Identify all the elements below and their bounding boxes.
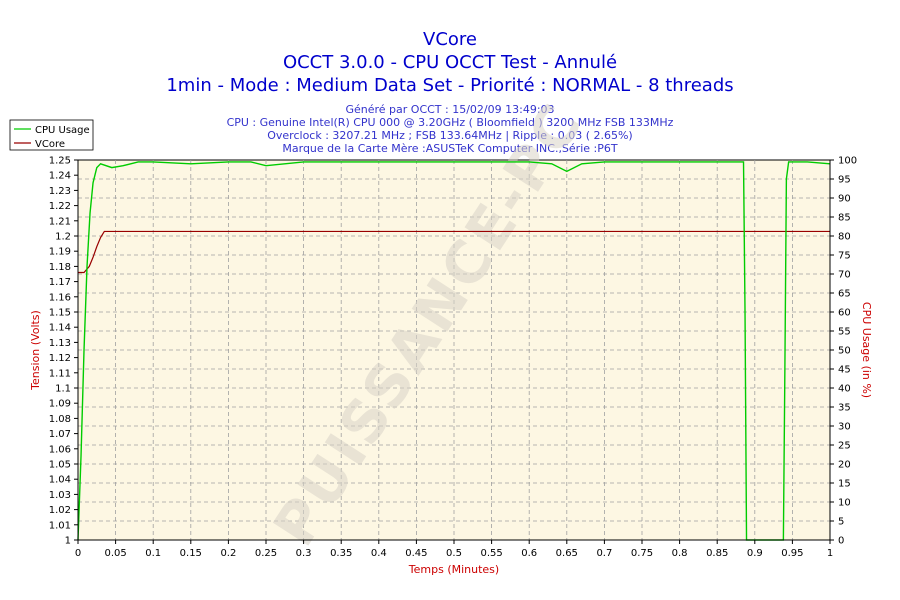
chart-title: VCore (423, 29, 477, 50)
y-right-tick-label: 70 (838, 270, 851, 281)
info-motherboard: Marque de la Carte Mère :ASUSTeK Compute… (282, 142, 617, 155)
x-tick-label: 0.35 (330, 548, 352, 559)
legend: CPU Usage VCore (9, 119, 94, 151)
y-left-tick-label: 1.06 (49, 444, 71, 455)
x-tick-label: 0.65 (556, 548, 578, 559)
y-right-tick-label: 50 (838, 346, 851, 357)
y-left-tick-label: 1.01 (49, 520, 71, 531)
y-left-tick-label: 1.11 (49, 368, 71, 379)
y-right-tick-label: 90 (838, 194, 851, 205)
x-tick-label: 0.4 (371, 548, 387, 559)
y-left-tick-label: 1.24 (49, 171, 71, 182)
y-left-tick-label: 1.04 (49, 475, 71, 486)
y-right-tick-label: 60 (838, 308, 851, 319)
y-left-tick-label: 1.22 (49, 201, 71, 212)
y-left-tick-label: 1.16 (49, 292, 71, 303)
info-cpu: CPU : Genuine Intel(R) CPU 000 @ 3.20GHz… (227, 116, 674, 129)
x-tick-label: 0.8 (672, 548, 688, 559)
info-generated: Généré par OCCT : 15/02/09 13:49:03 (345, 103, 554, 116)
x-tick-label: 0.45 (405, 548, 427, 559)
x-tick-label: 0.6 (521, 548, 537, 559)
x-tick-label: 0.55 (480, 548, 502, 559)
y-right-tick-label: 75 (838, 251, 851, 262)
x-tick-label: 0.15 (180, 548, 202, 559)
y-left-tick-label: 1 (65, 536, 71, 547)
y-right-tick-label: 15 (838, 479, 851, 490)
x-tick-label: 0.85 (706, 548, 728, 559)
y-right-tick-label: 30 (838, 422, 851, 433)
y-right-tick-label: 10 (838, 498, 851, 509)
x-tick-label: 0.9 (747, 548, 763, 559)
x-axis-ticks: 0 0.05 0.1 0.15 0.2 0.25 0.3 0.35 0.4 0.45 0.5 0.55… (75, 540, 833, 559)
y-left-tick-label: 1.18 (49, 262, 71, 273)
y-left-tick-label: 1.1 (55, 384, 71, 395)
x-tick-label: 1 (827, 548, 833, 559)
y-right-tick-label: 80 (838, 232, 851, 243)
y-right-tick-label: 85 (838, 213, 851, 224)
y-left-tick-label: 1.03 (49, 490, 71, 501)
x-tick-label: 0.1 (145, 548, 161, 559)
x-tick-label: 0.25 (255, 548, 277, 559)
y-left-tick-label: 1.17 (49, 277, 71, 288)
chart-subtitle-1: OCCT 3.0.0 - CPU OCCT Test - Annulé (283, 52, 617, 73)
x-tick-label: 0 (75, 548, 81, 559)
y-right-tick-label: 20 (838, 460, 851, 471)
y-left-tick-label: 1.02 (49, 505, 71, 516)
y-left-tick-label: 1.19 (49, 247, 71, 258)
y-left-tick-label: 1.07 (49, 429, 71, 440)
y-right-tick-label: 95 (838, 175, 851, 186)
y-left-axis-ticks: 1 1.01 1.02 1.03 1.04 1.05 1.06 1.07 1.08 1.09 1.1… (49, 156, 78, 547)
y-left-tick-label: 1.14 (49, 323, 71, 334)
x-tick-label: 0.5 (446, 548, 462, 559)
y-left-tick-label: 1.2 (55, 232, 71, 243)
x-tick-label: 0.75 (631, 548, 653, 559)
x-tick-label: 0.2 (220, 548, 236, 559)
x-tick-label: 0.95 (781, 548, 803, 559)
y-left-tick-label: 1.15 (49, 308, 71, 319)
y-left-tick-label: 1.08 (49, 414, 71, 425)
x-tick-label: 0.3 (296, 548, 312, 559)
y-right-tick-label: 0 (838, 536, 844, 547)
info-overclock: Overclock : 3207.21 MHz ; FSB 133.64MHz … (267, 129, 632, 142)
legend-vcore-label: VCore (35, 139, 65, 150)
y-right-tick-label: 100 (838, 156, 857, 167)
y-right-axis-ticks: 0 5 10 15 20 25 30 35 40 45 50 55 60 65 70 75 80 85 90 95 10… (830, 156, 857, 547)
y-right-tick-label: 55 (838, 327, 851, 338)
y-right-tick-label: 5 (838, 517, 844, 528)
y-left-tick-label: 1.13 (49, 338, 71, 349)
x-tick-label: 0.7 (596, 548, 612, 559)
y-left-tick-label: 1.23 (49, 186, 71, 197)
legend-cpu-usage-label: CPU Usage (35, 125, 90, 136)
y-right-axis-title: CPU Usage (in %) (860, 302, 873, 398)
y-right-tick-label: 40 (838, 384, 851, 395)
y-right-tick-label: 35 (838, 403, 851, 414)
grid (78, 160, 830, 540)
y-right-tick-label: 25 (838, 441, 851, 452)
y-left-tick-label: 1.09 (49, 399, 71, 410)
x-axis-title: Temps (Minutes) (408, 563, 499, 576)
y-right-tick-label: 45 (838, 365, 851, 376)
y-left-tick-label: 1.05 (49, 460, 71, 471)
legend-box (9, 119, 94, 151)
y-left-tick-label: 1.21 (49, 216, 71, 227)
y-right-tick-label: 65 (838, 289, 851, 300)
x-tick-label: 0.05 (104, 548, 126, 559)
y-left-tick-label: 1.25 (49, 156, 71, 167)
chart-subtitle-2: 1min - Mode : Medium Data Set - Priorité… (166, 75, 733, 96)
y-left-tick-label: 1.12 (49, 353, 71, 364)
y-left-axis-title: Tension (Volts) (29, 310, 42, 391)
